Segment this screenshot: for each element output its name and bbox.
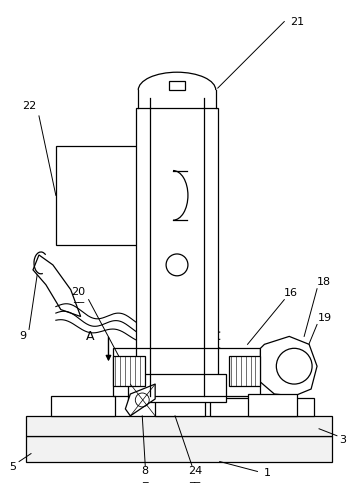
- Polygon shape: [125, 384, 155, 416]
- Text: _: _: [142, 473, 148, 483]
- Text: __: __: [73, 293, 84, 303]
- Text: A: A: [86, 330, 95, 343]
- Text: 21: 21: [290, 17, 304, 27]
- Bar: [136, 108, 218, 396]
- Bar: [129, 374, 226, 402]
- Bar: [51, 396, 115, 416]
- Bar: [169, 81, 185, 90]
- Text: 16: 16: [284, 288, 298, 298]
- Bar: [26, 436, 332, 462]
- Bar: [247, 394, 297, 416]
- Text: 19: 19: [318, 312, 332, 323]
- Text: 18: 18: [317, 277, 331, 287]
- Bar: [113, 356, 145, 386]
- Polygon shape: [33, 255, 81, 316]
- Text: 1: 1: [264, 469, 271, 478]
- Text: 3: 3: [339, 434, 347, 445]
- Bar: [56, 146, 137, 245]
- Text: 5: 5: [10, 463, 16, 472]
- Bar: [155, 396, 205, 416]
- Bar: [113, 348, 260, 396]
- Text: 20: 20: [72, 287, 86, 296]
- Text: 8: 8: [142, 467, 149, 476]
- Text: 22: 22: [22, 101, 36, 111]
- Text: __: __: [189, 473, 200, 483]
- Text: 24: 24: [188, 467, 202, 476]
- Polygon shape: [260, 336, 317, 396]
- Text: 9: 9: [19, 331, 26, 341]
- Bar: [26, 416, 332, 436]
- Bar: [229, 356, 260, 386]
- Bar: [210, 398, 314, 416]
